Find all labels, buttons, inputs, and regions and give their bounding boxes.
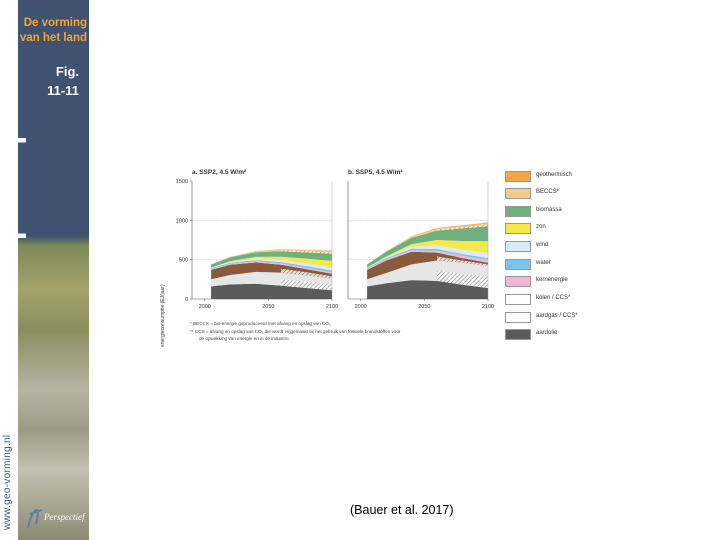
y-tick-label: 500	[179, 258, 188, 264]
area-kolen	[211, 262, 332, 280]
legend-swatch	[505, 188, 531, 199]
area-zon	[211, 256, 332, 268]
y-tick-label: 1500	[176, 179, 188, 185]
x-tick-label: 2050	[418, 304, 430, 310]
x-tick-label: 2000	[199, 304, 211, 310]
source-citation: (Bauer et al. 2017)	[350, 503, 454, 517]
x-tick-label: 2050	[262, 304, 274, 310]
x-tick-label: 2000	[355, 304, 367, 310]
book-title-line1: De vorming	[23, 17, 87, 29]
legend-swatch	[505, 259, 531, 270]
legend-swatch	[505, 223, 531, 234]
figure: a. SSP2, 4.5 W/m² b. SSP5, 4.5 W/m² ener…	[160, 165, 580, 350]
book-title: De vorming van het land	[18, 16, 89, 46]
legend-label: geothermisch	[536, 172, 573, 178]
legend-label: aardgas / CCS*	[536, 313, 578, 319]
legend-label: BECCS*	[536, 189, 560, 195]
x-tick-label: 2100	[482, 304, 494, 310]
footnote-ccs-cont: de opwekking van energie en in de indust…	[199, 336, 290, 341]
legend-label: biomassa	[536, 207, 562, 213]
publisher-logo: Perspectief	[27, 509, 86, 529]
legend-label: kernenergie	[536, 277, 568, 283]
legend-swatch	[505, 276, 531, 287]
area-kernenergie	[367, 250, 488, 270]
figure-number-line1: Fig.	[55, 64, 79, 79]
area-ccs-hatch	[437, 224, 488, 231]
chart-title-a: a. SSP2, 4.5 W/m²	[192, 169, 247, 176]
bracket-decoration	[9, 138, 26, 238]
legend-swatch	[505, 312, 531, 323]
area-water	[211, 260, 332, 273]
area-ccs-hatch	[281, 268, 332, 279]
area-ccs-hatch	[281, 279, 332, 291]
legend-swatch	[505, 329, 531, 340]
footnote-beccs: * BECCS = bio-energie geproduceerd met a…	[190, 321, 331, 326]
legend-label: water	[536, 260, 551, 266]
area-beccs	[211, 249, 332, 265]
legend-swatch	[505, 206, 531, 217]
area-biomassa	[367, 226, 488, 268]
x-tick-label: 2100	[326, 304, 338, 310]
area-kolen	[367, 251, 488, 280]
area-beccs	[367, 223, 488, 265]
area-ccs-hatch	[437, 256, 488, 266]
legend-label: aardolie	[536, 330, 558, 336]
legend-swatch	[505, 241, 531, 252]
stacked-area-charts: 2000 2050 2100 0 500 1000 1500 2000 2050 2100	[176, 179, 494, 310]
area-biomassa	[211, 251, 332, 268]
area-aardolie	[367, 280, 488, 299]
area-ccs-hatch	[281, 250, 332, 254]
footnote-ccs: ** CCS = afvang en opslag van CO₂ die wo…	[190, 329, 401, 334]
area-wind	[367, 245, 488, 269]
sidebar-url-strip: www.geo-vorming.nl	[0, 0, 18, 540]
legend-label: zon	[536, 224, 546, 230]
title-panel: De vorming van het land Fig. 11-11	[18, 0, 89, 236]
area-ccs-hatch	[437, 270, 488, 288]
area-aardolie	[211, 283, 332, 299]
area-wind	[211, 258, 332, 271]
logo-text: Perspectief	[43, 512, 86, 522]
area-kernenergie	[211, 261, 332, 274]
legend-label: wind	[536, 242, 549, 248]
area-zon	[367, 240, 488, 268]
figure-number: Fig. 11-11	[18, 62, 89, 100]
legend-swatch	[505, 171, 531, 182]
y-tick-label: 1000	[176, 218, 188, 224]
book-title-line2: van het land	[19, 32, 87, 44]
figure-number-line2: 11-11	[47, 83, 79, 98]
area-water	[367, 248, 488, 270]
legend-label: kolen / CCS*	[536, 295, 571, 301]
y-tick-label: 0	[185, 297, 188, 303]
website-url: www.geo-vorming.nl	[2, 434, 13, 530]
legend-swatch	[505, 294, 531, 305]
chart-title-b: b. SSP5, 4.5 W/m²	[348, 169, 403, 176]
